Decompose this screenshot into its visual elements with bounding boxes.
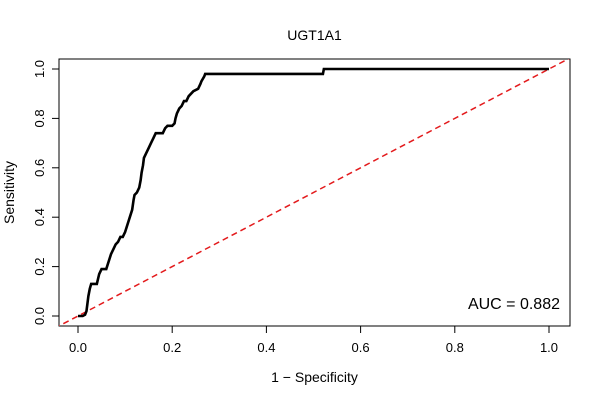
x-tick-label: 0.8	[446, 340, 464, 355]
chance-diagonal-line	[59, 59, 570, 326]
x-tick-label: 0.6	[352, 340, 370, 355]
y-tick-label: 0.0	[32, 307, 47, 325]
x-axis-label: 1 − Specificity	[271, 369, 358, 385]
y-axis: 0.0 0.2 0.4 0.6 0.8 1.0	[32, 60, 60, 325]
x-axis: 0.0 0.2 0.4 0.6 0.8 1.0	[69, 325, 558, 355]
x-tick-label: 0.2	[163, 340, 181, 355]
y-tick-label: 1.0	[32, 60, 47, 78]
x-tick-label: 0.0	[69, 340, 87, 355]
series-layer	[59, 59, 570, 326]
x-tick-label: 0.4	[257, 340, 275, 355]
auc-annotation: AUC = 0.882	[468, 296, 560, 313]
chart-title: UGT1A1	[287, 27, 342, 43]
y-tick-label: 0.8	[32, 109, 47, 127]
roc-curve-line	[78, 67, 549, 318]
y-tick-label: 0.2	[32, 258, 47, 276]
y-axis-label: Sensitivity	[1, 161, 17, 224]
x-tick-label: 1.0	[540, 340, 558, 355]
y-tick-label: 0.4	[32, 208, 47, 226]
y-tick-label: 0.6	[32, 159, 47, 177]
